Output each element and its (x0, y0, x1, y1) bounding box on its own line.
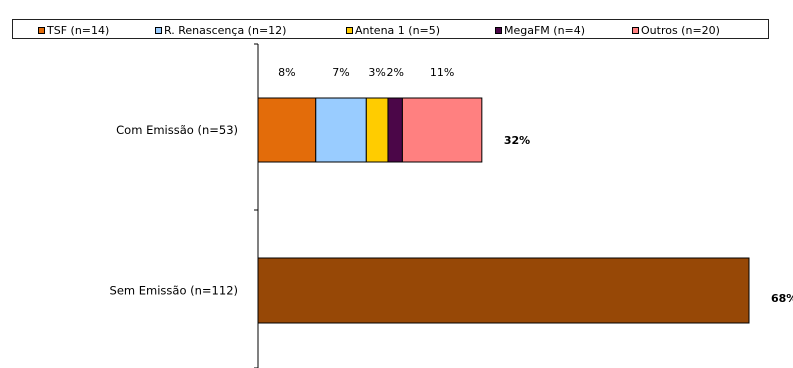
bar-segment (401, 97, 483, 163)
bar-segment (257, 257, 750, 324)
legend-item: Antena 1 (n=5) (346, 21, 440, 39)
legend-swatch (155, 26, 162, 34)
segment-label: 2% (386, 66, 403, 79)
legend-label: MegaFM (n=4) (504, 23, 586, 37)
legend-label: TSF (n=14) (47, 23, 110, 37)
bar-segment (257, 97, 317, 163)
bar-segment (387, 97, 403, 163)
legend: TSF (n=14) R. Renascença (n=12) Antena 1 (… (12, 19, 769, 39)
segment-label: 7% (332, 66, 349, 79)
category-label: Com Emissão (n=53) (116, 123, 238, 137)
legend-swatch (495, 26, 502, 34)
legend-item: R. Renascença (n=12) (155, 21, 286, 39)
total-label: 32% (504, 134, 530, 147)
legend-item: MegaFM (n=4) (495, 21, 585, 39)
legend-swatch (346, 26, 353, 34)
total-label: 68% (771, 292, 793, 305)
legend-item: Outros (n=20) (632, 21, 720, 39)
legend-label: Outros (n=20) (641, 23, 720, 37)
legend-swatch (632, 26, 639, 34)
segment-label: 8% (278, 66, 295, 79)
bar-segment (315, 97, 367, 163)
bar-segment (365, 97, 389, 163)
segment-label: 11% (430, 66, 454, 79)
legend-label: Antena 1 (n=5) (355, 23, 441, 37)
legend-swatch (38, 26, 45, 34)
legend-label: R. Renascença (n=12) (164, 23, 287, 37)
segment-label: 3% (368, 66, 385, 79)
category-label: Sem Emissão (n=112) (110, 284, 238, 298)
legend-item: TSF (n=14) (38, 21, 109, 39)
